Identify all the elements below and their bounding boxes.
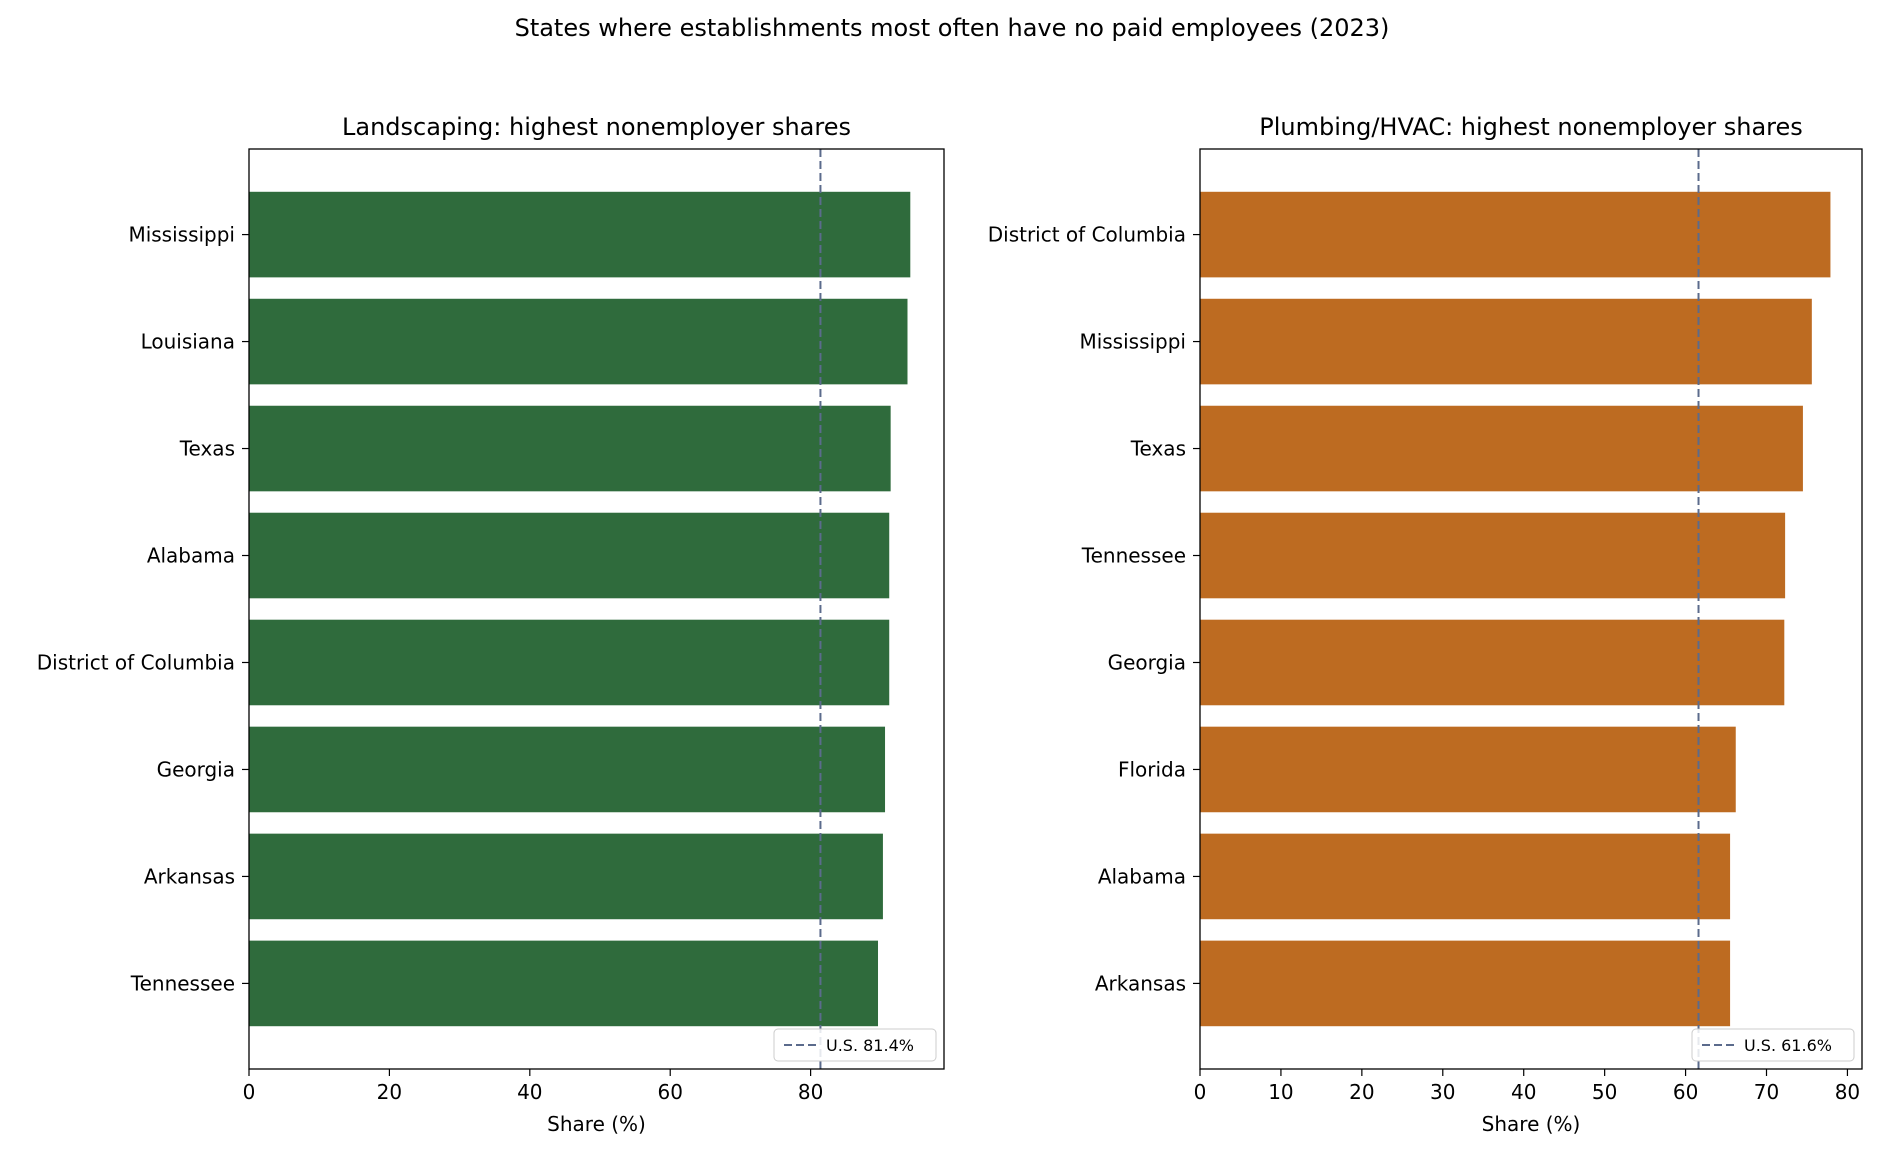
y-tick-label-district-of-columbia: District of Columbia (988, 223, 1186, 247)
y-tick-label-alabama: Alabama (147, 544, 235, 568)
bar-tennessee (249, 940, 879, 1027)
bar-district-of-columbia (249, 619, 890, 706)
bar-mississippi (249, 191, 911, 278)
bar-arkansas (1200, 940, 1731, 1027)
legend-box (1691, 1028, 1855, 1062)
bar-georgia (249, 726, 886, 813)
bar-texas (1200, 405, 1803, 492)
chart-panel-plumbing-hvac: Plumbing/HVAC: highest nonemployer share… (988, 113, 1863, 1136)
bar-district-of-columbia (1200, 191, 1831, 278)
legend-box (773, 1028, 937, 1062)
x-tick-label: 60 (1673, 1080, 1698, 1104)
axes-frame (1199, 148, 1863, 1070)
x-tick-label: 40 (517, 1080, 542, 1104)
legend-label: U.S. 81.4% (826, 1036, 914, 1055)
x-tick-label: 0 (243, 1080, 256, 1104)
x-tick-label: 50 (1592, 1080, 1617, 1104)
panel-title: Plumbing/HVAC: highest nonemployer share… (1259, 113, 1803, 141)
y-tick-label-texas: Texas (1130, 437, 1186, 461)
x-tick-label: 20 (377, 1080, 402, 1104)
y-tick-label-louisiana: Louisiana (141, 330, 235, 354)
chart-panel-landscaping: Landscaping: highest nonemployer shares M… (37, 113, 945, 1136)
x-tick-label: 80 (1835, 1080, 1860, 1104)
x-axis-label: Share (%) (1482, 1112, 1581, 1136)
x-tick-label: 30 (1430, 1080, 1455, 1104)
y-tick-label-georgia: Georgia (1108, 650, 1186, 674)
bar-texas (249, 405, 891, 492)
y-tick-label-mississippi: Mississippi (1079, 330, 1186, 354)
y-tick-label-arkansas: Arkansas (144, 864, 235, 888)
panel-title: Landscaping: highest nonemployer shares (342, 113, 851, 141)
y-tick-label-texas: Texas (179, 437, 235, 461)
legend: U.S. 61.6% (1691, 1028, 1855, 1062)
y-tick-label-alabama: Alabama (1098, 864, 1186, 888)
x-tick-label: 0 (1194, 1080, 1207, 1104)
bar-alabama (249, 512, 890, 599)
x-tick-label: 20 (1349, 1080, 1374, 1104)
bar-georgia (1200, 619, 1785, 706)
x-axis-label: Share (%) (547, 1112, 646, 1136)
x-tick-label: 10 (1268, 1080, 1293, 1104)
x-tick-label: 70 (1754, 1080, 1779, 1104)
y-tick-label-arkansas: Arkansas (1095, 971, 1186, 995)
bar-tennessee (1200, 512, 1786, 599)
y-tick-label-district-of-columbia: District of Columbia (37, 650, 235, 674)
y-tick-label-florida: Florida (1118, 757, 1186, 781)
figure-title: States where establishments most often h… (515, 14, 1390, 42)
legend-label: U.S. 61.6% (1744, 1036, 1832, 1055)
axes-frame (248, 148, 945, 1070)
bar-arkansas (249, 833, 883, 920)
x-tick-label: 80 (798, 1080, 823, 1104)
legend: U.S. 81.4% (773, 1028, 937, 1062)
y-tick-label-tennessee: Tennessee (1081, 544, 1186, 568)
bar-alabama (1200, 833, 1731, 920)
bar-florida (1200, 726, 1736, 813)
bar-mississippi (1200, 298, 1812, 385)
x-tick-label: 60 (657, 1080, 682, 1104)
y-tick-label-mississippi: Mississippi (128, 223, 235, 247)
x-tick-label: 40 (1511, 1080, 1536, 1104)
y-tick-label-tennessee: Tennessee (130, 971, 235, 995)
y-tick-label-georgia: Georgia (157, 757, 235, 781)
bar-louisiana (249, 298, 908, 385)
